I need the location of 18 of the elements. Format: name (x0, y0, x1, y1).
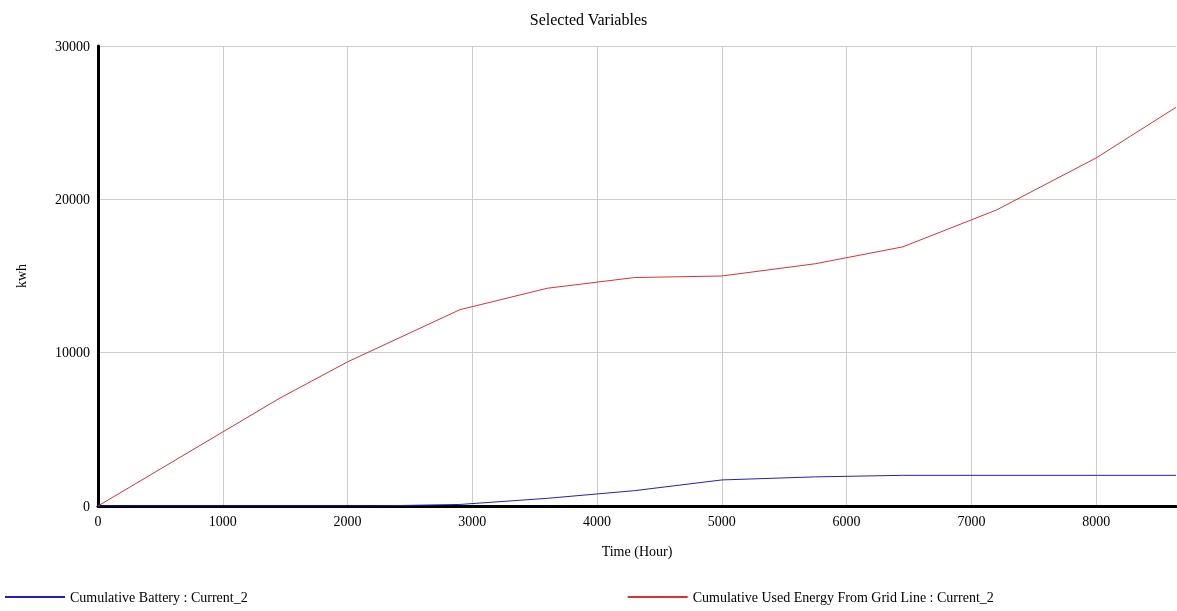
x-tick-label: 8000 (1082, 513, 1111, 529)
x-tick-label: 4000 (583, 513, 612, 529)
y-tick-label: 30000 (55, 38, 90, 54)
x-tick-label: 0 (94, 513, 102, 529)
x-tick-label: 6000 (832, 513, 861, 529)
x-tick-label: 2000 (333, 513, 362, 529)
legend-label: Cumulative Battery : Current_2 (70, 589, 248, 605)
x-tick-label: 5000 (707, 513, 736, 529)
legend-label: Cumulative Used Energy From Grid Line : Current_2 (692, 589, 994, 605)
y-tick-label: 20000 (55, 191, 90, 207)
chart-title: Selected Variables (529, 10, 648, 28)
x-tick-label: 3000 (458, 513, 487, 529)
x-tick-label: 1000 (208, 513, 237, 529)
x-axis-title: Time (Hour) (601, 543, 673, 560)
x-tick-label: 7000 (957, 513, 986, 529)
y-tick-label: 0 (83, 498, 90, 514)
y-axis-title: kwh (13, 263, 29, 289)
y-tick-label: 10000 (55, 345, 90, 361)
